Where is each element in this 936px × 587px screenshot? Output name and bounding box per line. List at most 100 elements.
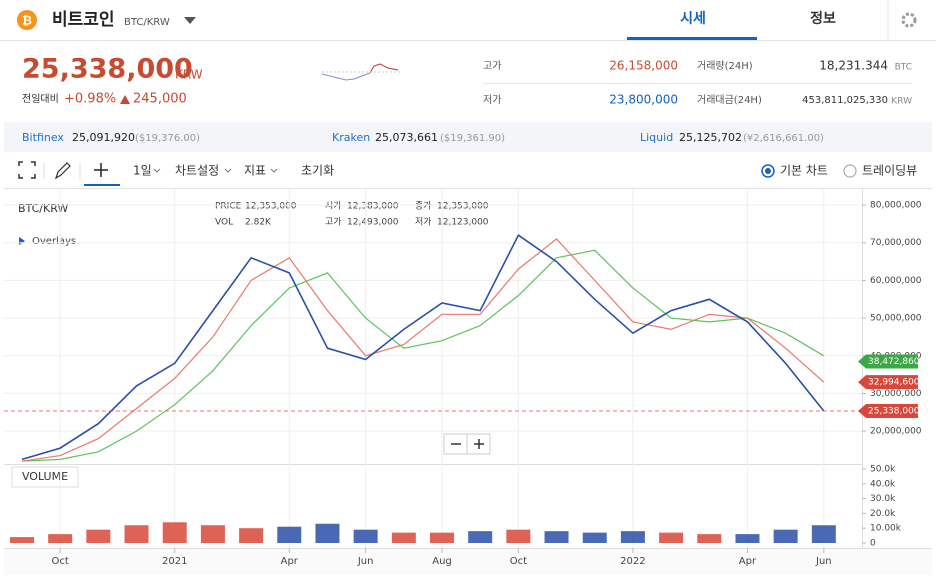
radio-dot [765,168,771,174]
indicators[interactable]: 지표 [244,164,266,178]
exchange-ref: (¥2,616,661.00) [743,133,824,144]
volume-tick-label: 10.00k [870,524,902,534]
exchange-ref: ($19,361.90) [440,133,505,144]
stat-value: 18,231.344 [819,59,888,73]
stat-unit: KRW [891,97,912,107]
overlays[interactable]: Overlays [32,236,76,247]
info-value: 12,353,000 [437,202,489,212]
tab[interactable]: 시세 [680,11,706,27]
draw-icon[interactable] [54,162,71,180]
info-label: VOL [215,218,233,228]
x-axis-band [4,549,932,575]
volume-bar [506,529,531,543]
pair: BTC/KRW [124,17,170,28]
dropdown-arrow[interactable] [184,17,196,24]
exchange-price: 25,091,920 [72,131,135,144]
volume-bar [811,525,836,543]
info-label: 고가 [325,217,342,228]
volume-tick-label: 40.0k [870,479,896,489]
tab-underline [627,37,757,40]
price-unit: KRW [175,68,203,82]
exchange-bar [4,122,932,152]
y-tick-label: 30,000,000 [870,389,922,399]
x-tick-label: Jun [815,556,832,567]
volume-bar [124,525,149,543]
volume-bar [620,531,645,543]
exchange-name: Liquid [640,131,673,144]
info-label: 종가 [415,201,432,212]
chevron [153,168,161,173]
x-tick-label: Aug [432,556,452,567]
x-tick-label: Apr [739,556,757,567]
coin-icon [17,10,37,30]
volume-bar [277,526,302,543]
radio-off[interactable] [843,164,857,178]
stat-unit: BTC [895,63,912,73]
price-badge [858,375,918,390]
volume-bar [735,534,760,543]
exchange-name: Bitfinex [22,131,64,144]
info-label: 시가 [325,201,342,212]
crosshair-icon[interactable] [94,163,108,177]
price-badge-label: 25,338,000 [868,406,920,416]
volume-bar [353,529,378,543]
mode[interactable]: 기본 차트 [780,164,828,178]
price-badge [858,354,918,369]
volume-label: VOLUME [22,470,68,483]
x-tick-label: 2021 [162,556,187,567]
volume-bar [582,532,607,543]
volume-bar [468,531,493,543]
x-tick-label: 2022 [620,556,645,567]
y-tick-label: 50,000,000 [870,314,922,324]
interval[interactable]: 1일 [133,164,152,178]
volume-bar [162,522,187,543]
stat-label: 거래량(24H) [697,60,753,72]
zoom-in[interactable] [474,439,484,449]
radio-on[interactable] [761,164,775,178]
sparkline-up [369,63,399,74]
volume-bar [697,534,722,543]
reset[interactable]: 초기화 [301,164,334,178]
price: 25,338,000 [22,54,193,85]
price-line [21,234,825,461]
info-value: 12,353,000 [245,202,297,212]
price-line [21,238,825,462]
volume-bar [86,529,111,543]
price-line [21,249,825,462]
up-triangle [120,95,130,104]
chevron [270,168,278,173]
mode[interactable]: 트레이딩뷰 [862,164,917,178]
stat-label: 거래대금(24H) [697,94,762,106]
x-tick-label: Oct [52,556,69,567]
plot: PRICE 12,353,000 시가 12,383,000 종가 12,353,000V… [4,189,922,567]
stat-value: 23,800,000 [609,93,678,107]
chevron [224,168,232,173]
volume-label-box [11,466,79,488]
settings-icon[interactable] [901,12,917,28]
tab[interactable]: 정보 [810,10,836,27]
stat-label: 고가 [483,60,501,72]
volume-bar [391,532,416,543]
volume-bar [48,534,73,543]
price-badge [858,403,918,418]
chart-settings[interactable]: 차트설정 [175,164,219,178]
info-value: 12,123,000 [437,218,489,228]
x-tick-label: Oct [510,556,527,567]
volume-bar [239,528,264,543]
stat-value: 453,811,025,330 [802,95,888,106]
info-value: 12,383,000 [347,202,399,212]
volume-tick-label: 50.0k [870,465,896,475]
active-underline [84,184,120,186]
y-tick-label: 80,000,000 [870,201,922,211]
change-pct: +0.98% [64,92,116,107]
fullscreen-icon[interactable] [18,161,36,179]
info-label: 저가 [415,217,432,228]
x-tick-label: Jun [357,556,374,567]
coin-name: 비트코인 [52,10,115,30]
volume-tick-label: 20.0k [870,509,896,519]
volume-bar [315,523,340,543]
volume-bar [773,529,798,543]
chart-title: BTC/KRW [18,202,68,215]
